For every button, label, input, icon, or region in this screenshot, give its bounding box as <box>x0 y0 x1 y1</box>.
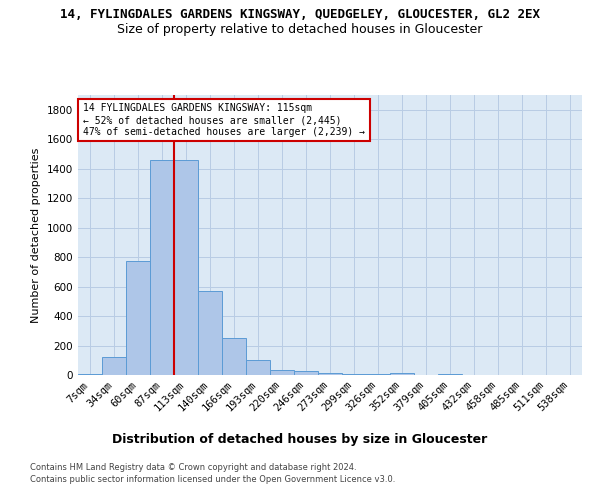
Bar <box>198 291 222 375</box>
Text: Size of property relative to detached houses in Gloucester: Size of property relative to detached ho… <box>118 22 482 36</box>
Bar <box>78 374 102 375</box>
Bar <box>102 358 126 375</box>
Bar <box>270 370 294 375</box>
Text: Contains HM Land Registry data © Crown copyright and database right 2024.: Contains HM Land Registry data © Crown c… <box>30 462 356 471</box>
Bar <box>222 338 246 375</box>
Bar <box>150 160 174 375</box>
Bar <box>318 373 342 375</box>
Bar <box>174 160 198 375</box>
Bar <box>366 374 390 375</box>
Bar <box>438 374 462 375</box>
Text: 14 FYLINGDALES GARDENS KINGSWAY: 115sqm
← 52% of detached houses are smaller (2,: 14 FYLINGDALES GARDENS KINGSWAY: 115sqm … <box>83 104 365 136</box>
Text: 14, FYLINGDALES GARDENS KINGSWAY, QUEDGELEY, GLOUCESTER, GL2 2EX: 14, FYLINGDALES GARDENS KINGSWAY, QUEDGE… <box>60 8 540 20</box>
Bar <box>294 372 318 375</box>
Bar <box>126 261 150 375</box>
Text: Contains public sector information licensed under the Open Government Licence v3: Contains public sector information licen… <box>30 475 395 484</box>
Bar <box>390 373 414 375</box>
Bar <box>342 374 366 375</box>
Y-axis label: Number of detached properties: Number of detached properties <box>31 148 41 322</box>
Bar <box>246 360 270 375</box>
Text: Distribution of detached houses by size in Gloucester: Distribution of detached houses by size … <box>112 432 488 446</box>
